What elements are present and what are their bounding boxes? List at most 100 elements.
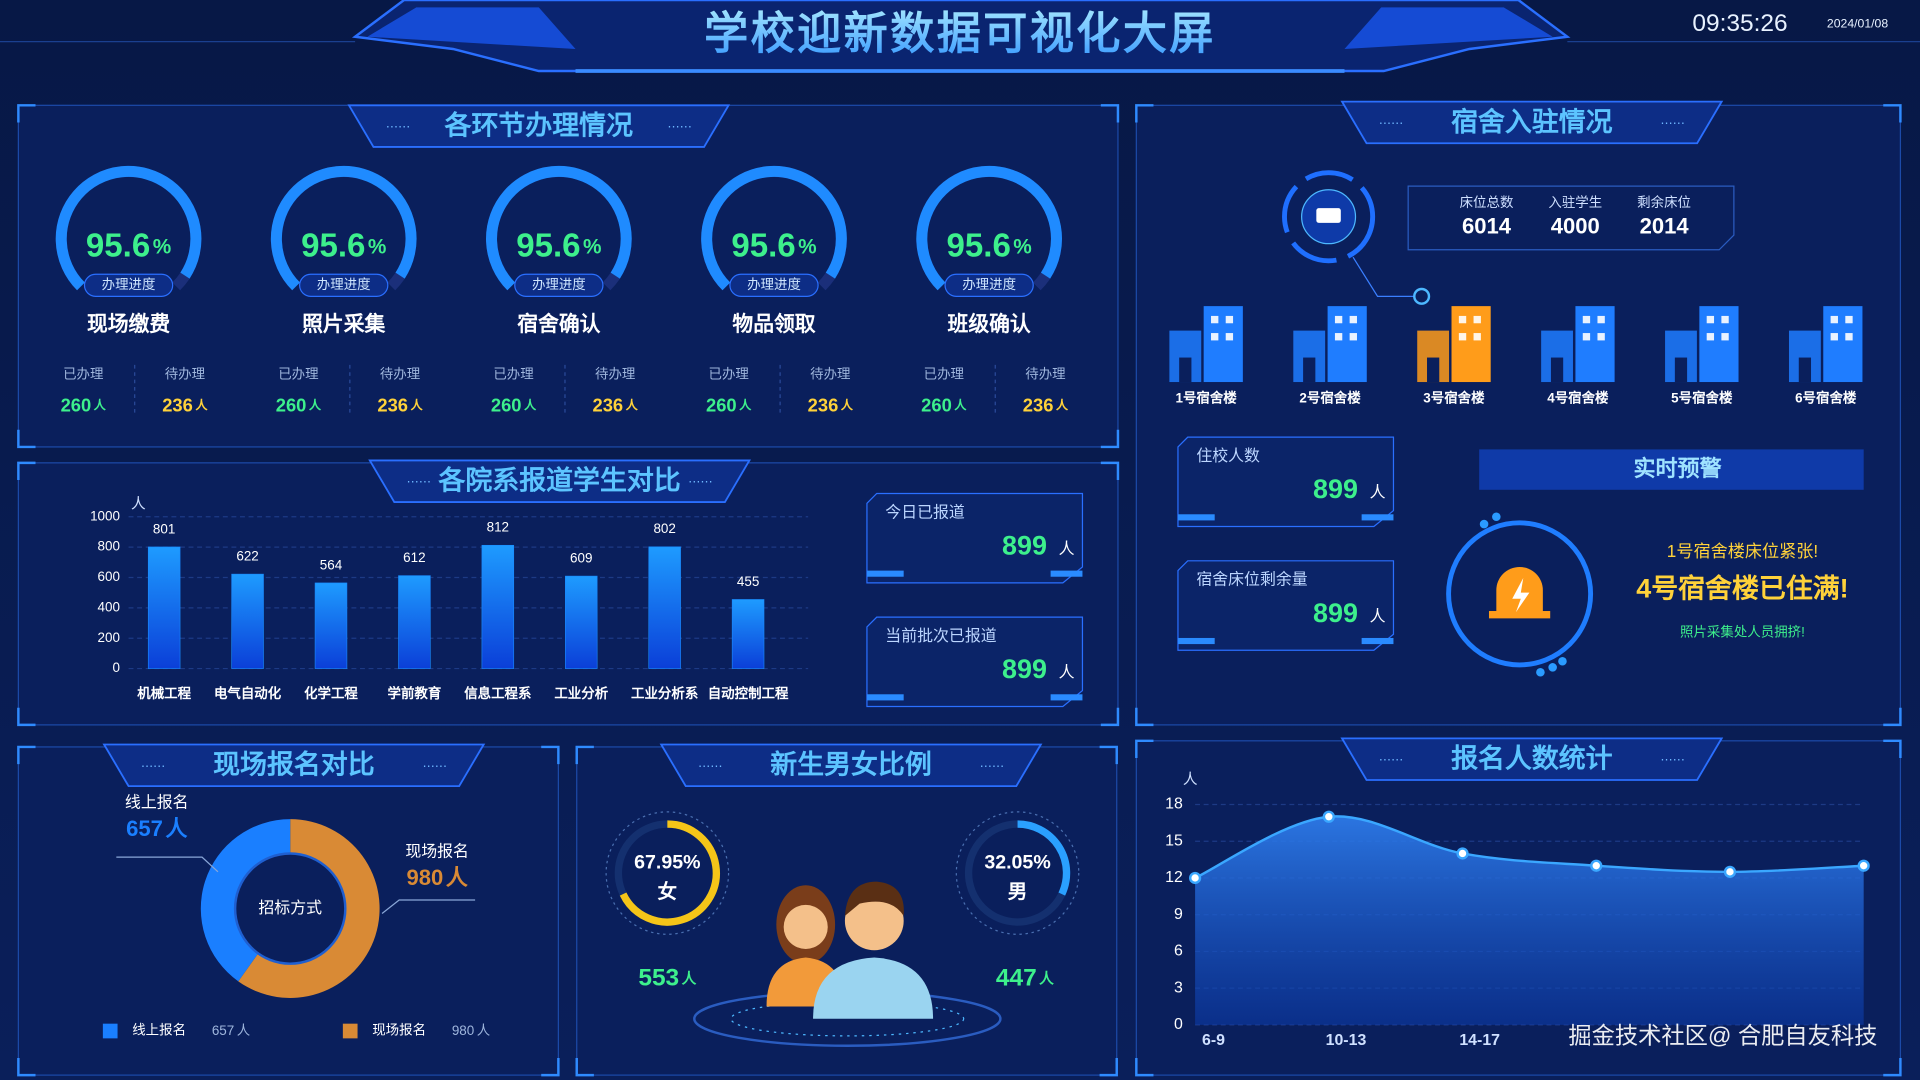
panel-corner: [17, 745, 36, 765]
done-count: 260 人: [276, 394, 322, 415]
gender-label: 男: [1008, 881, 1028, 903]
panel-title: 各院系报道学生对比: [437, 465, 680, 496]
panel-corner: [1883, 739, 1902, 758]
x-tick-label: 化学工程: [304, 685, 358, 701]
watermark: 掘金技术社区@ 合肥自友科技: [1568, 1022, 1877, 1048]
gauge-percent-value: 95.6: [86, 227, 150, 264]
panel-title: 宿舍入驻情况: [1451, 106, 1613, 137]
panel-title-tab: [1340, 100, 1724, 145]
building-label: 6号宿舍楼: [1795, 390, 1857, 406]
alert-title: 实时预警: [1633, 456, 1721, 481]
bar: [648, 546, 681, 669]
done-count-value: 260: [706, 394, 737, 415]
panel-title-dots: ⋯⋯: [141, 759, 165, 773]
gauge-percent: 95.6%: [516, 227, 601, 264]
card-value: 899: [1002, 530, 1047, 560]
pending-count-unit: 人: [1056, 398, 1069, 413]
card-unit: 人: [1370, 484, 1386, 502]
pending-count: 236 人: [377, 394, 423, 415]
gauge-percent: 95.6%: [947, 227, 1032, 264]
gender-count-unit: 人: [682, 970, 697, 987]
pending-label: 待办理: [165, 366, 205, 381]
panel-title: 现场报名对比: [213, 749, 375, 780]
building-label: 5号宿舍楼: [1671, 390, 1733, 406]
done-count-unit: 人: [954, 398, 967, 413]
gender-count-value: 447: [996, 965, 1037, 992]
gender-percent: 32.05%: [984, 851, 1050, 873]
point: [1723, 865, 1737, 878]
line: [1194, 815, 1864, 880]
figure-female-face: [783, 904, 828, 949]
gauge-percent: 95.6%: [301, 227, 386, 264]
building-window: [1458, 315, 1467, 324]
card-unit: 人: [1370, 607, 1386, 625]
legend-value: 980 人: [452, 1023, 490, 1038]
panel-title-tab: [1340, 737, 1724, 781]
gender-count: 553 人: [638, 965, 696, 992]
panel-corner: [1135, 104, 1154, 123]
callout-value-value: 657: [126, 816, 163, 841]
building-window: [1706, 315, 1715, 324]
card-accent: [1050, 570, 1083, 577]
panel-corner: [1100, 707, 1120, 727]
panel-corner: [1135, 707, 1154, 727]
gender-count: 447 人: [996, 965, 1054, 992]
card-frame: [866, 616, 1084, 708]
card-frame: [866, 492, 1084, 584]
panel-title-dots: ⋯⋯: [698, 759, 722, 773]
bar: [481, 544, 515, 669]
clock: 09:35:26: [1692, 10, 1787, 37]
gauge-percent-value: 95.6: [947, 227, 1011, 264]
gauge-arc: [486, 165, 632, 291]
pending-count-value: 236: [377, 394, 408, 415]
building-window: [1225, 333, 1234, 341]
gauge-badge-label: 办理进度: [962, 277, 1016, 292]
building-door: [1427, 357, 1440, 383]
stats-frame: [1407, 185, 1735, 251]
point: [1857, 859, 1870, 872]
y-tick-label: 200: [98, 630, 120, 645]
legend-swatch: [342, 1023, 358, 1039]
y-axis-label: 人: [1183, 771, 1198, 788]
panel-title-dots: ⋯⋯: [688, 475, 712, 489]
callout-line: [381, 899, 476, 914]
pending-count: 236 人: [593, 394, 639, 415]
pending-count-unit: 人: [410, 398, 423, 413]
header-frame: [0, 0, 1920, 73]
gauge-percent-unit: %: [1013, 235, 1032, 258]
panel-title-dots: ⋯⋯: [980, 759, 1004, 773]
panel-corner: [1883, 707, 1902, 727]
building-window: [1845, 333, 1853, 341]
building-window: [1349, 315, 1357, 324]
page-title: 学校迎新数据可视化大屏: [704, 9, 1216, 58]
bar-value-label: 455: [737, 574, 759, 589]
card-frame: [1177, 436, 1395, 528]
callout-value-unit: 人: [446, 865, 469, 890]
building-label: 2号宿舍楼: [1299, 390, 1361, 406]
panel-title-tab: [368, 459, 751, 503]
x-tick-label: 10-13: [1326, 1032, 1367, 1049]
alarm-dot: [1536, 667, 1545, 677]
card-unit: 人: [1059, 540, 1075, 558]
done-count-value: 260: [61, 394, 92, 415]
pending-label: 待办理: [595, 366, 635, 381]
gauge-badge: [729, 273, 819, 297]
x-tick-label: 自动控制工程: [708, 685, 789, 701]
gauge-percent-value: 95.6: [301, 227, 365, 264]
legend-value-unit: 人: [237, 1023, 250, 1038]
panel-corner: [17, 104, 36, 123]
dorm-icon-bed: [1316, 208, 1341, 223]
gauge-arc: [270, 165, 417, 291]
panel-title: 报名人数统计: [1451, 743, 1613, 774]
gender-ring-arc: [1017, 820, 1071, 896]
building-window: [1211, 333, 1219, 341]
panel-corner: [1883, 1057, 1902, 1077]
panel-title-tab: [659, 743, 1043, 788]
gauge-badge-label: 办理进度: [317, 277, 371, 292]
done-count: 260 人: [921, 394, 967, 415]
figure-male-hair: [844, 881, 904, 916]
legend-swatch: [102, 1023, 118, 1039]
done-count: 260 人: [61, 394, 107, 415]
callout-label: 现场报名: [405, 842, 469, 860]
building-door: [1674, 357, 1688, 383]
